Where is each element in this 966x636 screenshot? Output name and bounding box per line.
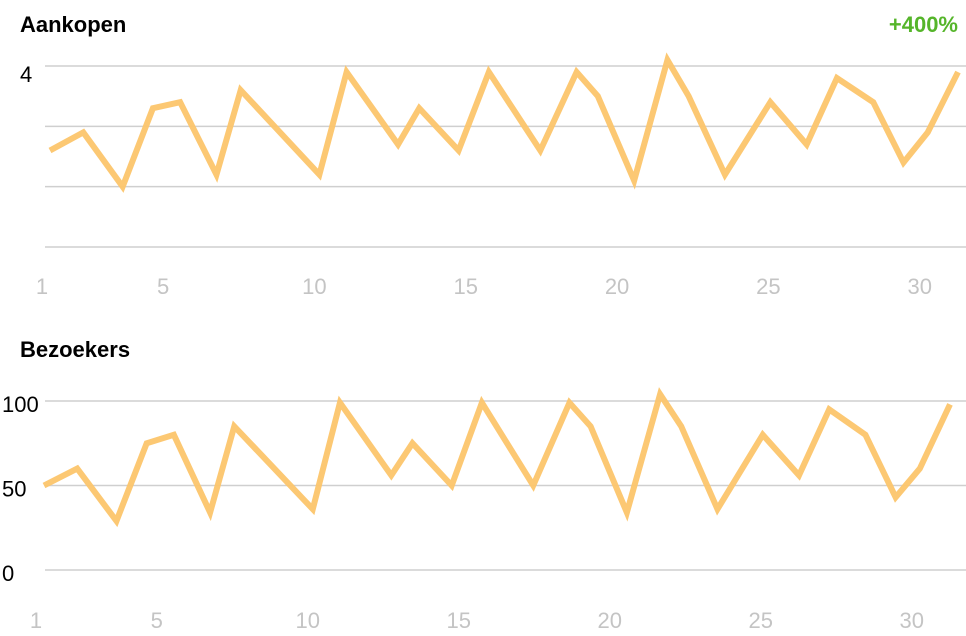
y-tick-label: 50 [2,476,26,501]
x-tick-label: 10 [302,274,326,299]
series-line [48,52,961,193]
x-tick-label: 20 [605,274,629,299]
y-tick-label: 4 [20,62,32,87]
x-tick-label: 25 [749,608,773,633]
x-tick-label: 1 [36,274,48,299]
series-line [42,387,953,528]
change-badge: +400% [889,12,958,37]
chart-title: Bezoekers [20,337,130,362]
x-tick-label: 15 [453,274,477,299]
x-tick-label: 30 [907,274,931,299]
x-tick-label: 15 [447,608,471,633]
x-tick-label: 10 [296,608,320,633]
x-tick-label: 30 [900,608,924,633]
x-tick-label: 20 [598,608,622,633]
y-tick-label: 100 [2,392,39,417]
x-tick-label: 5 [151,608,163,633]
chart-title: Aankopen [20,12,126,37]
x-tick-label: 1 [30,608,42,633]
x-tick-label: 5 [157,274,169,299]
x-tick-label: 25 [756,274,780,299]
y-tick-label: 0 [2,561,14,586]
